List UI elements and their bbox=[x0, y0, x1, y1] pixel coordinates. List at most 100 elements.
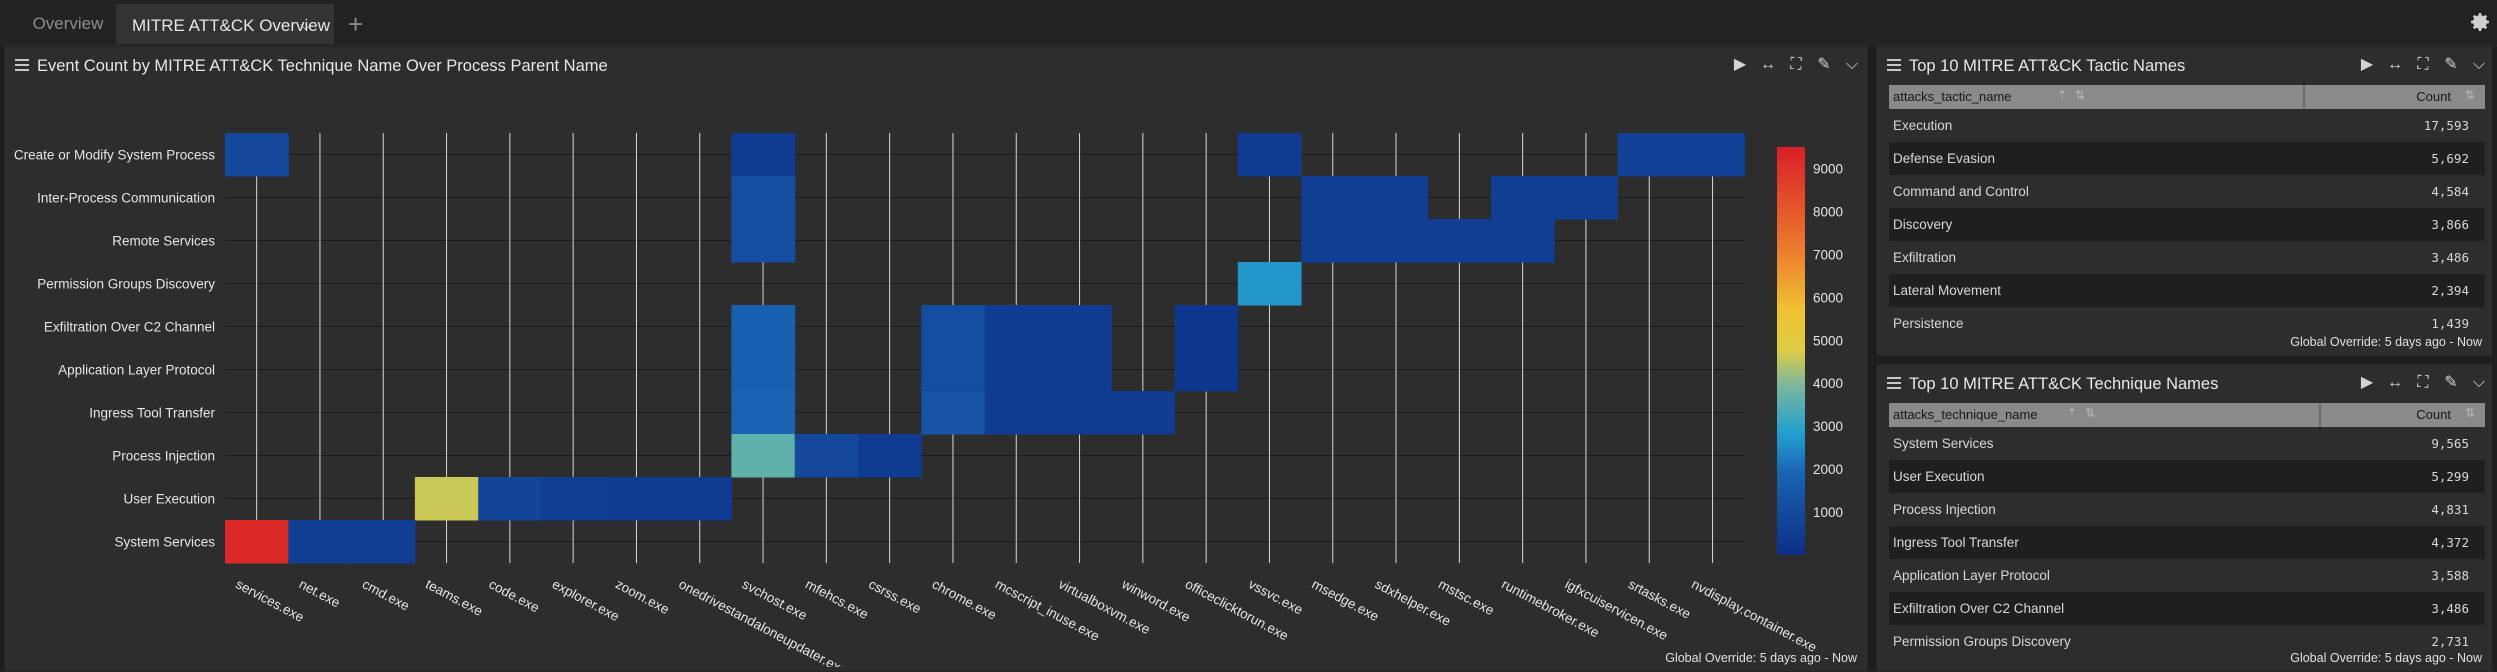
heatmap-cell[interactable] bbox=[604, 477, 669, 521]
heatmap-cell[interactable] bbox=[794, 434, 859, 478]
heatmap-cell[interactable] bbox=[858, 434, 922, 478]
heatmap-cell[interactable] bbox=[1047, 305, 1112, 349]
heatmap-cell[interactable] bbox=[1680, 133, 1745, 177]
gear-icon[interactable] bbox=[2468, 10, 2492, 34]
heatmap-cell[interactable] bbox=[288, 520, 353, 564]
heatmap-cell[interactable] bbox=[1174, 348, 1239, 392]
heatmap-cell[interactable] bbox=[731, 176, 796, 220]
heatmap-cell[interactable] bbox=[1364, 176, 1429, 220]
heatmap-cell[interactable] bbox=[1427, 219, 1492, 263]
expand-horizontal-icon[interactable]: ↔ bbox=[2387, 374, 2403, 391]
heatmap-cell[interactable] bbox=[921, 391, 986, 435]
table-row[interactable]: Command and Control 4,584 bbox=[1889, 175, 2485, 208]
heatmap-cell[interactable] bbox=[731, 133, 796, 177]
table-row[interactable]: Lateral Movement 2,394 bbox=[1889, 274, 2485, 307]
heatmap-cell[interactable] bbox=[1301, 176, 1365, 220]
table-row[interactable]: Defense Evasion 5,692 bbox=[1889, 142, 2485, 175]
table-row[interactable]: System Services 9,565 bbox=[1889, 427, 2485, 460]
heatmap-cell[interactable] bbox=[478, 477, 542, 521]
fullscreen-icon[interactable]: ⛶ bbox=[2417, 374, 2429, 391]
menu-icon[interactable] bbox=[1887, 377, 1901, 389]
heatmap-cell[interactable] bbox=[731, 305, 796, 349]
tab-overview[interactable]: Overview bbox=[32, 14, 104, 33]
heatmap-cell[interactable] bbox=[921, 305, 986, 349]
table-row[interactable]: Ingress Tool Transfer 4,372 bbox=[1889, 526, 2485, 559]
play-icon[interactable]: ▶ bbox=[1733, 56, 1747, 73]
menu-icon[interactable] bbox=[15, 59, 29, 71]
chevron-down-icon[interactable]: ⌵ bbox=[2472, 374, 2486, 391]
pin-icon[interactable]: ⇡ bbox=[2067, 406, 2078, 420]
heatmap-cell[interactable] bbox=[731, 434, 796, 478]
heatmap-cell[interactable] bbox=[921, 348, 986, 392]
heatmap-cell[interactable] bbox=[1174, 305, 1239, 349]
pin-icon[interactable]: ⇡ bbox=[2057, 88, 2068, 102]
play-icon[interactable]: ▶ bbox=[2360, 374, 2374, 391]
y-tick-label: Remote Services bbox=[112, 234, 215, 249]
table-row[interactable]: Exfiltration Over C2 Channel 3,486 bbox=[1889, 592, 2485, 625]
override-text: Global Override: 5 days ago - Now bbox=[1665, 651, 1857, 665]
table-row[interactable]: User Execution 5,299 bbox=[1889, 460, 2485, 493]
heatmap-cell[interactable] bbox=[541, 477, 606, 521]
heatmap-cell[interactable] bbox=[1237, 133, 1302, 177]
add-tab-icon[interactable]: + bbox=[348, 9, 364, 39]
menu-icon[interactable] bbox=[1887, 59, 1901, 71]
heatmap-cell[interactable] bbox=[1491, 176, 1555, 220]
heatmap-cell[interactable] bbox=[1301, 219, 1365, 263]
column-divider[interactable] bbox=[2319, 403, 2321, 427]
heatmap-cell[interactable] bbox=[351, 520, 416, 564]
edit-icon[interactable]: ✎ bbox=[2444, 56, 2458, 73]
column-header-name[interactable]: attacks_technique_name bbox=[1893, 407, 2038, 422]
sort-icon[interactable]: ⇅ bbox=[2464, 406, 2475, 420]
sort-icon[interactable]: ⇅ bbox=[2464, 88, 2475, 102]
chevron-down-icon[interactable]: ⌵ bbox=[300, 17, 312, 34]
table-row[interactable]: Discovery 3,866 bbox=[1889, 208, 2485, 241]
row-name: User Execution bbox=[1893, 469, 1985, 484]
colorbar-tick-label: 9000 bbox=[1813, 161, 1843, 176]
column-header-count[interactable]: Count bbox=[2416, 89, 2451, 104]
heatmap-cell[interactable] bbox=[1617, 133, 1682, 177]
table-row[interactable]: Application Layer Protocol 3,588 bbox=[1889, 559, 2485, 592]
fullscreen-icon[interactable]: ⛶ bbox=[1790, 56, 1802, 73]
expand-horizontal-icon[interactable]: ↔ bbox=[2387, 56, 2403, 73]
colorbar-tick-label: 7000 bbox=[1813, 247, 1843, 262]
table-row[interactable]: Execution 17,593 bbox=[1889, 109, 2485, 142]
chevron-down-icon[interactable]: ⌵ bbox=[2472, 56, 2486, 73]
table-row[interactable]: Persistence 1,439 bbox=[1889, 307, 2485, 333]
heatmap-cell[interactable] bbox=[1554, 176, 1619, 220]
heatmap-cell[interactable] bbox=[668, 477, 732, 521]
colorbar bbox=[1777, 147, 1805, 555]
table-row[interactable]: Exfiltration 3,486 bbox=[1889, 241, 2485, 274]
table-row[interactable]: Process Injection 4,831 bbox=[1889, 493, 2485, 526]
column-divider[interactable] bbox=[2303, 85, 2305, 109]
heatmap-cell[interactable] bbox=[1047, 391, 1112, 435]
heatmap-cell[interactable] bbox=[984, 348, 1049, 392]
edit-icon[interactable]: ✎ bbox=[2444, 374, 2458, 391]
tab-mitre-overview[interactable]: MITRE ATT&CK Overview ⌵ bbox=[116, 4, 334, 44]
edit-icon[interactable]: ✎ bbox=[1817, 56, 1831, 73]
heatmap-cell[interactable] bbox=[731, 348, 796, 392]
heatmap-cell[interactable] bbox=[984, 305, 1049, 349]
row-count: 4,584 bbox=[2431, 184, 2469, 199]
heatmap-cell[interactable] bbox=[225, 133, 289, 177]
play-icon[interactable]: ▶ bbox=[2360, 56, 2374, 73]
heatmap-cell[interactable] bbox=[1237, 262, 1302, 306]
table-row[interactable]: Permission Groups Discovery 2,731 bbox=[1889, 625, 2485, 651]
column-header-count[interactable]: Count bbox=[2416, 407, 2451, 422]
heatmap-cell[interactable] bbox=[1047, 348, 1112, 392]
fullscreen-icon[interactable]: ⛶ bbox=[2417, 56, 2429, 73]
heatmap-cell[interactable] bbox=[1364, 219, 1429, 263]
sort-icon[interactable]: ⇅ bbox=[2075, 88, 2086, 102]
heatmap-cell[interactable] bbox=[225, 520, 289, 564]
y-tick-label: Exfiltration Over C2 Channel bbox=[44, 320, 215, 335]
chevron-down-icon[interactable]: ⌵ bbox=[1845, 56, 1859, 73]
heatmap-cell[interactable] bbox=[1111, 391, 1175, 435]
column-header-name[interactable]: attacks_tactic_name bbox=[1893, 89, 2012, 104]
row-count: 5,299 bbox=[2431, 469, 2469, 484]
heatmap-cell[interactable] bbox=[414, 477, 479, 521]
heatmap-cell[interactable] bbox=[1491, 219, 1555, 263]
sort-icon[interactable]: ⇅ bbox=[2085, 406, 2096, 420]
heatmap-cell[interactable] bbox=[984, 391, 1049, 435]
heatmap-cell[interactable] bbox=[731, 219, 796, 263]
heatmap-cell[interactable] bbox=[731, 391, 796, 435]
expand-horizontal-icon[interactable]: ↔ bbox=[1760, 56, 1776, 73]
